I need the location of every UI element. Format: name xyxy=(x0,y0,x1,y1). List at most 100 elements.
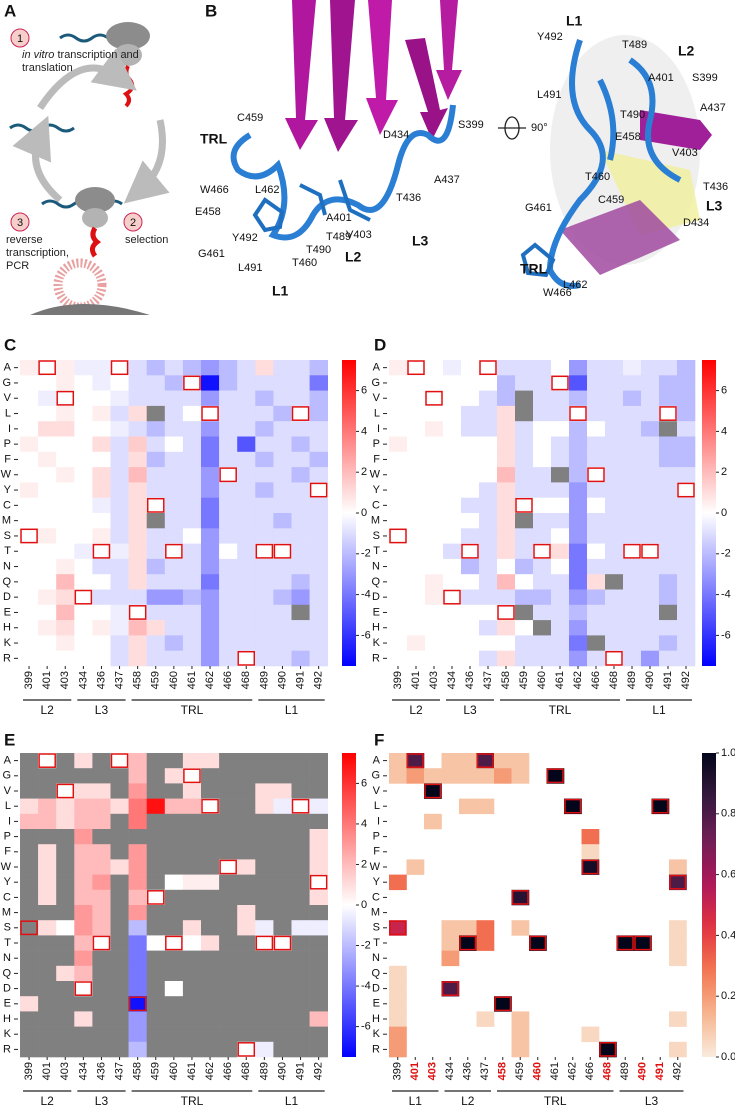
cell xyxy=(74,528,93,544)
wild-type-box xyxy=(677,482,695,498)
cell xyxy=(476,753,495,769)
cell xyxy=(291,635,310,651)
missing-cell xyxy=(551,467,570,483)
cell xyxy=(641,543,660,560)
missing-cell xyxy=(20,874,39,891)
cell xyxy=(569,405,588,422)
colorbar-tick-label: 6 xyxy=(361,777,367,789)
missing-cell xyxy=(237,965,256,982)
step-3-text: reverse transcription, PCR xyxy=(6,234,69,272)
cell xyxy=(38,753,57,769)
cell xyxy=(497,589,516,606)
cell xyxy=(309,874,328,891)
missing-cell xyxy=(273,1026,292,1043)
residue-label: T489 xyxy=(622,39,647,51)
cell xyxy=(74,497,93,514)
residue-label: V403 xyxy=(672,147,698,159)
cell xyxy=(237,405,256,422)
cell xyxy=(237,558,256,575)
cell xyxy=(201,874,220,891)
cell xyxy=(515,574,534,590)
group-label: L2 xyxy=(40,703,54,717)
cell xyxy=(623,650,642,667)
cell xyxy=(128,783,147,799)
cell xyxy=(255,451,274,468)
cell xyxy=(110,451,129,468)
cell xyxy=(92,497,111,514)
cell xyxy=(309,844,328,860)
cell xyxy=(389,390,408,407)
cell xyxy=(641,574,660,590)
wild-type-box xyxy=(56,783,75,799)
cell xyxy=(459,768,477,784)
beta-strand xyxy=(436,0,462,100)
cell xyxy=(623,497,642,514)
cell xyxy=(237,467,256,483)
missing-cell xyxy=(201,829,220,845)
cell xyxy=(128,768,147,784)
missing-cell xyxy=(38,965,57,982)
group-label: L1 xyxy=(652,703,666,717)
group-label: TRL xyxy=(544,1094,567,1108)
missing-cell xyxy=(92,753,111,769)
missing-cell xyxy=(182,905,202,921)
cell xyxy=(659,405,678,422)
missing-cell xyxy=(164,950,184,967)
missing-cell xyxy=(92,1026,111,1043)
y-tick-label: R xyxy=(372,1043,380,1055)
y-tick-label: Q xyxy=(371,967,380,979)
cell xyxy=(110,859,129,875)
residue-label: L491 xyxy=(238,262,262,274)
cell xyxy=(92,798,111,815)
cell xyxy=(551,375,570,391)
cell xyxy=(255,604,274,621)
missing-cell xyxy=(237,844,256,860)
cell xyxy=(291,421,310,437)
missing-cell xyxy=(146,996,166,1012)
cell xyxy=(201,467,220,483)
cell xyxy=(201,497,220,514)
residue-label: L462 xyxy=(563,279,587,291)
missing-cell xyxy=(201,965,220,982)
missing-cell xyxy=(201,813,220,830)
cell xyxy=(164,421,184,437)
wild-type-box xyxy=(237,1042,256,1057)
cell xyxy=(443,620,462,636)
cell xyxy=(237,635,256,651)
cell xyxy=(56,635,75,651)
cell xyxy=(128,1041,147,1058)
cell xyxy=(255,920,274,936)
cell xyxy=(407,635,426,651)
cell xyxy=(273,405,292,422)
y-tick-label: G xyxy=(2,770,11,782)
cell xyxy=(74,981,93,997)
cell xyxy=(497,635,516,651)
missing-cell xyxy=(291,905,310,921)
missing-cell xyxy=(237,783,256,799)
cell xyxy=(20,421,39,437)
cell xyxy=(128,813,147,830)
missing-cell xyxy=(219,844,238,860)
wild-type-box xyxy=(309,482,328,498)
structure-left xyxy=(230,0,462,241)
x-tick-label: 403 xyxy=(427,1062,439,1080)
cell xyxy=(182,753,202,769)
cell xyxy=(128,889,147,906)
cell xyxy=(497,467,516,483)
cell xyxy=(273,604,292,621)
cell xyxy=(255,528,274,544)
cell xyxy=(110,528,129,544)
cell xyxy=(182,421,202,437)
cell xyxy=(587,620,606,636)
cell xyxy=(92,874,111,891)
cell xyxy=(219,405,238,422)
step-1-label: transcription and translation xyxy=(22,49,139,74)
cell xyxy=(659,528,678,544)
y-tick-label: F xyxy=(4,846,11,858)
missing-cell xyxy=(56,844,75,860)
cell xyxy=(407,558,426,575)
cell xyxy=(237,497,256,514)
panel-label: D xyxy=(374,335,386,354)
cell xyxy=(38,604,57,621)
